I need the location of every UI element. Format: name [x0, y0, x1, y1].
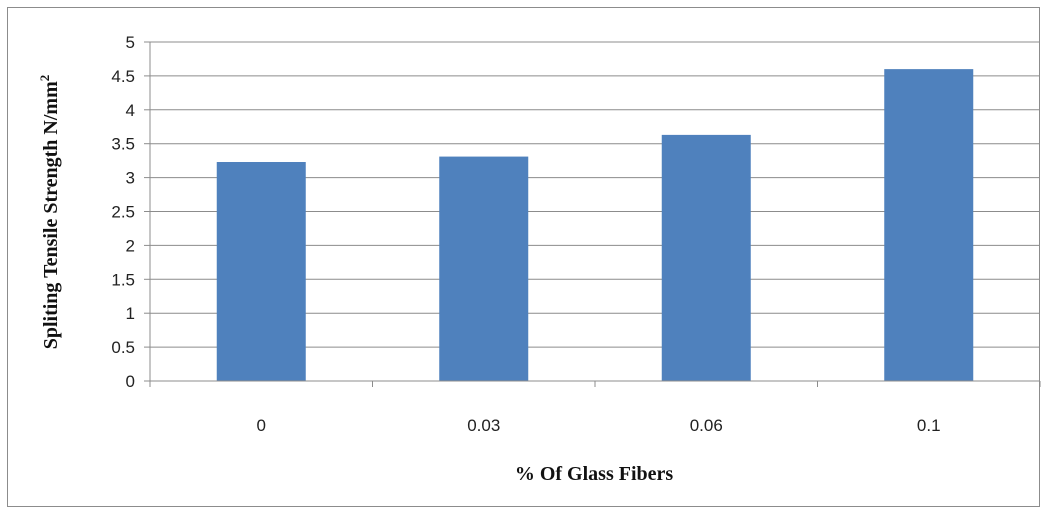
- x-tick-label: 0.03: [467, 416, 500, 435]
- x-tick-label: 0.06: [690, 416, 723, 435]
- y-tick-label: 3.5: [111, 135, 135, 154]
- y-tick-label: 1.5: [111, 270, 135, 289]
- x-tick-label: 0.1: [917, 416, 941, 435]
- y-axis-title: Spliting Tensile Strength N/mm2: [37, 75, 62, 350]
- y-tick-label: 0: [126, 372, 135, 391]
- x-tick-label: 0: [257, 416, 266, 435]
- y-tick-label: 4: [126, 101, 135, 120]
- y-tick-label: 5: [126, 33, 135, 52]
- x-axis-title: % Of Glass Fibers: [515, 463, 674, 485]
- axes: [144, 41, 1041, 387]
- y-tick-labels: 0 0.5 1 1.5 2 2.5 3 3.5 4 4.5 5: [111, 33, 135, 391]
- bar-0.06: [661, 134, 751, 381]
- y-tick-label: 2.5: [111, 203, 135, 222]
- y-tick-label: 4.5: [111, 67, 135, 86]
- bar-0: [216, 162, 306, 381]
- y-axis-title-main: Spliting Tensile Strength N/mm: [40, 81, 62, 349]
- y-tick-label: 2: [126, 236, 135, 255]
- y-tick-label: 1: [126, 304, 135, 323]
- bar-0.1: [884, 69, 974, 382]
- bar-0.03: [439, 156, 529, 381]
- x-tick-labels: 0 0.03 0.06 0.1: [257, 416, 941, 435]
- y-tick-label: 0.5: [111, 338, 135, 357]
- bars: [216, 69, 974, 382]
- y-tick-label: 3: [126, 169, 135, 188]
- y-axis-title-superscript: 2: [37, 75, 52, 82]
